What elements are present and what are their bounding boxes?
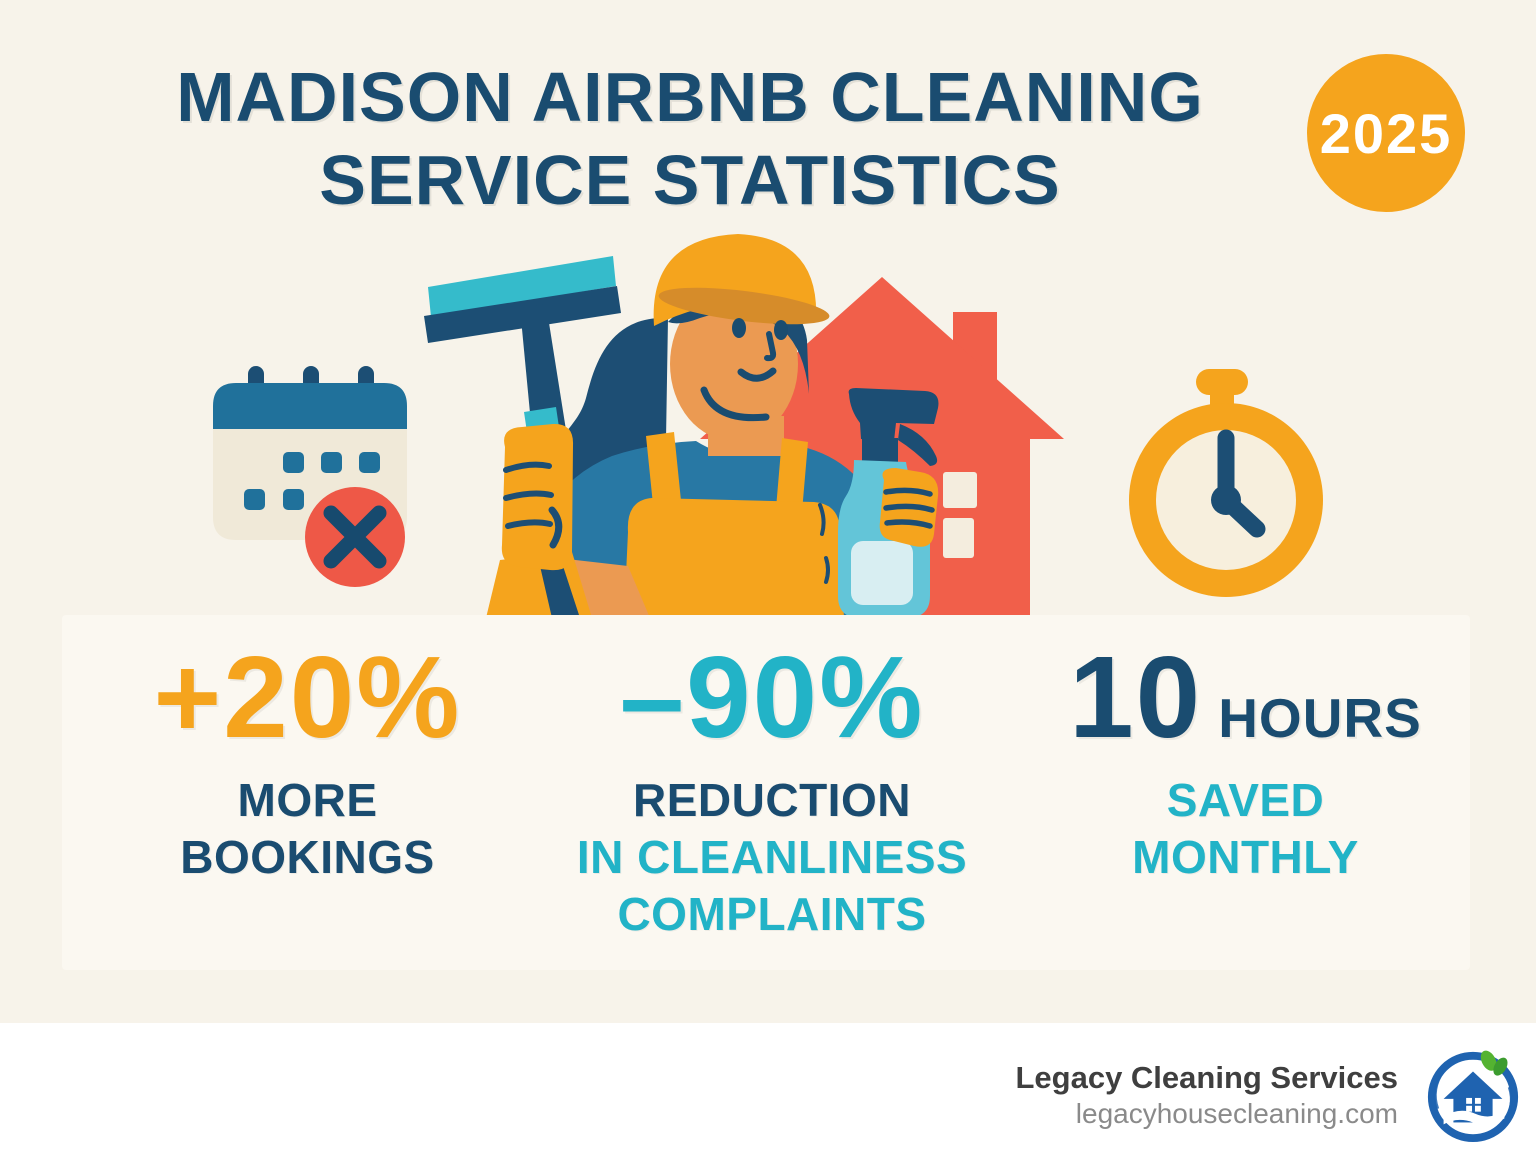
stat-hours-saved-label1: SAVED — [1166, 774, 1325, 827]
stat-hours-saved-number: 10 — [1069, 632, 1203, 762]
stat-complaints-reduction-value: –90% — [619, 632, 925, 762]
year-badge: 2025 — [1307, 54, 1465, 212]
stat-complaints-reduction: –90% REDUCTION IN CLEANLINESS COMPLAINTS — [533, 638, 1011, 943]
stat-complaints-reduction-label3: COMPLAINTS — [617, 888, 927, 941]
stats-panel — [62, 615, 1470, 970]
logo-house-icon — [1443, 1071, 1505, 1125]
stat-complaints-reduction-label2: IN CLEANLINESS — [576, 831, 968, 884]
spray-bottle-icon — [838, 388, 939, 615]
stat-hours-saved-value: 10 HOURS — [1023, 638, 1468, 756]
page-title-line2: SERVICE STATISTICS — [319, 140, 1061, 219]
year-badge-label: 2025 — [1319, 101, 1453, 165]
stat-hours-saved-label2: MONTHLY — [1132, 831, 1359, 884]
footer-website: legacyhousecleaning.com — [1075, 1098, 1398, 1129]
cleaning-illustration — [213, 234, 1323, 615]
squeegee-icon — [424, 256, 621, 615]
page-title: MADISON AIRBNB CLEANING SERVICE STATISTI… — [0, 56, 1380, 221]
stat-more-bookings: +20% MORE BOOKINGS — [85, 638, 530, 886]
stat-more-bookings-value: +20% — [153, 632, 462, 762]
calendar-cancelled-icon — [213, 366, 407, 587]
page-title-line1: MADISON AIRBNB CLEANING — [176, 58, 1204, 136]
stat-hours-saved: 10 HOURS SAVED MONTHLY — [1023, 638, 1468, 886]
timer-icon — [1129, 369, 1323, 597]
footer-strip — [0, 1023, 1536, 1154]
stat-more-bookings-label2: BOOKINGS — [180, 831, 435, 884]
stat-more-bookings-label1: MORE — [237, 774, 378, 827]
footer-company-name: Legacy Cleaning Services — [1015, 1060, 1398, 1095]
logo-leaf-icon — [1480, 1050, 1508, 1076]
stat-complaints-reduction-label1: REDUCTION — [633, 774, 911, 827]
company-logo — [1427, 1050, 1519, 1143]
stat-hours-saved-unit: HOURS — [1218, 687, 1422, 749]
